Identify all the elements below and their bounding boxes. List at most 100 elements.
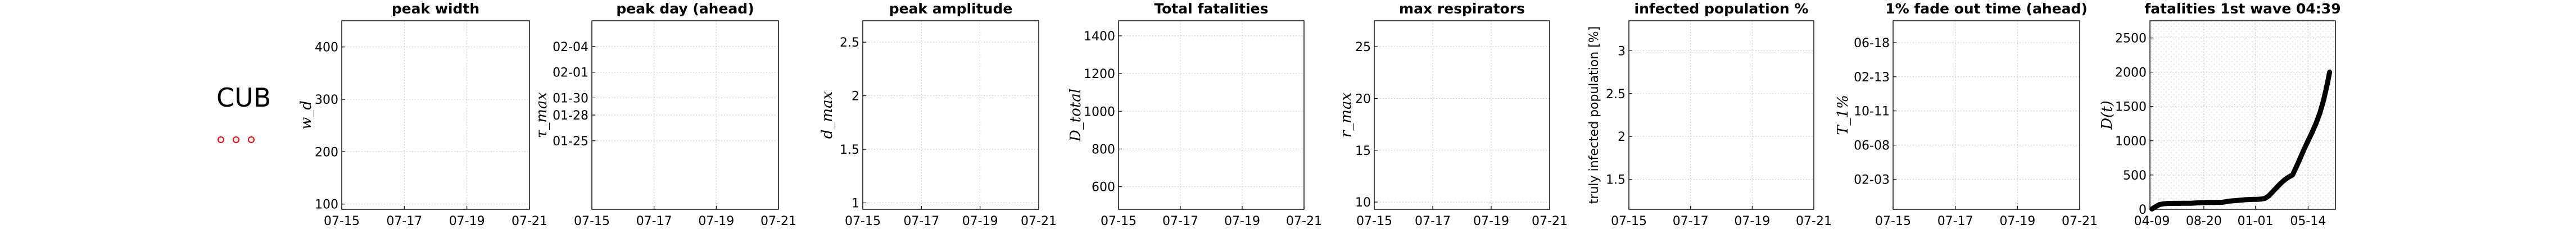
x-tick-label: 05-14: [2290, 214, 2326, 228]
country-marker-3: [248, 136, 255, 143]
panel-title: peak day (ahead): [616, 1, 754, 17]
y-axis-label: d_max: [819, 91, 836, 139]
y-axis-label: w_d: [298, 100, 315, 130]
x-tick-label: 07-15: [845, 214, 881, 228]
x-tick-label: 07-21: [2062, 214, 2098, 228]
x-tick-label: 08-20: [2186, 214, 2222, 228]
x-tick-label: 07-19: [1999, 214, 2035, 228]
country-marker-2: [233, 136, 239, 143]
x-tick-label: 07-19: [1473, 214, 1509, 228]
y-tick-label: 1.5: [1606, 173, 1626, 187]
x-tick-label: 07-15: [1875, 214, 1911, 228]
y-tick-label: 300: [315, 93, 338, 107]
x-tick-label: 07-15: [574, 214, 610, 228]
country-code: CUB: [216, 82, 271, 113]
y-tick-label: 01-25: [553, 135, 588, 149]
y-tick-label: 0: [2139, 203, 2147, 217]
x-tick-label: 07-17: [1937, 214, 1973, 228]
plot-frame: [1893, 20, 2080, 210]
x-tick-label: 07-19: [449, 214, 485, 228]
y-tick-label: 2.5: [1606, 88, 1626, 102]
panel-title: infected population %: [1635, 1, 1809, 17]
chart-panel-5: 10 15 20 25 07-15 07-17 07-19 07-21 max respirat…: [1338, 1, 1568, 228]
panel-title: Total fatalities: [1154, 1, 1268, 17]
chart-panel-8: 0 500 1000 1500 2000 2500 04-09 08-20 01-01 05-14…: [2099, 1, 2341, 228]
y-tick-label: 100: [315, 198, 338, 212]
country-markers: [218, 136, 255, 143]
x-tick-label: 07-21: [1532, 214, 1568, 228]
x-tick-label: 07-15: [1356, 214, 1392, 228]
y-tick-label: 15: [1355, 144, 1371, 158]
y-tick-label: 1.5: [840, 143, 859, 157]
y-axis-label: D(t): [2099, 100, 2116, 130]
chart-panel-3: 1 1.5 2 2.5 07-15 07-17 07-19 07-21 peak amplitu…: [819, 1, 1057, 228]
chart-panel-6: 1.5 2 2.5 3 07-15 07-17 07-19 07-21 infected pop…: [1587, 1, 1832, 228]
y-tick-label: 2500: [2115, 32, 2147, 46]
y-tick-label: 25: [1355, 40, 1371, 54]
y-tick-label: 10: [1355, 196, 1371, 210]
y-axis-label: T_1%: [1835, 95, 1851, 135]
chart-panel-7: 02-03 06-08 10-11 02-13 06-18 07-15 07-17 07-19…: [1835, 1, 2098, 228]
x-tick-label: 04-09: [2134, 214, 2170, 228]
x-tick-label: 07-21: [511, 214, 547, 228]
x-tick-label: 07-17: [1673, 214, 1709, 228]
panel-title: max respirators: [1399, 1, 1525, 17]
country-marker-1: [218, 136, 224, 143]
x-tick-label: 07-19: [962, 214, 998, 228]
y-tick-label: 2: [852, 90, 859, 104]
x-tick-label: 07-19: [698, 214, 734, 228]
y-tick-label: 01-28: [553, 109, 588, 123]
y-tick-label: 06-18: [1854, 36, 1890, 51]
y-tick-label: 20: [1355, 92, 1371, 106]
y-tick-label: 01-30: [553, 91, 588, 105]
x-tick-label: 07-17: [386, 214, 422, 228]
y-tick-label: 1400: [1084, 30, 1115, 44]
x-tick-label: 01-01: [2238, 214, 2274, 228]
panel-title: peak amplitude: [889, 1, 1013, 17]
x-tick-label: 07-17: [1415, 214, 1451, 228]
y-tick-label: 1000: [1084, 105, 1115, 119]
y-tick-label: 3: [1618, 44, 1626, 58]
x-tick-label: 07-17: [903, 214, 939, 228]
y-axis-label: τ_max: [533, 92, 550, 139]
x-tick-label: 07-19: [1734, 214, 1770, 228]
country-block: CUB: [216, 82, 271, 143]
y-tick-label: 02-01: [553, 66, 588, 80]
y-tick-label: 1: [852, 197, 859, 211]
x-tick-label: 07-17: [636, 214, 672, 228]
y-tick-label: 600: [1092, 181, 1115, 195]
y-tick-label: 400: [315, 41, 338, 55]
y-tick-label: 2: [1618, 130, 1626, 144]
y-tick-label: 10-11: [1854, 105, 1890, 119]
y-axis-label: D_total: [1067, 89, 1084, 142]
y-tick-label: 1500: [2115, 100, 2147, 114]
series-line-1: [2149, 70, 2333, 212]
plot-frame: [2149, 20, 2336, 210]
chart-panel-2: 01-25 01-28 01-30 02-01 02-04 07-15 07-17 07-19…: [533, 1, 796, 228]
y-tick-label: 200: [315, 145, 338, 159]
y-axis-label: truly infected population [%]: [1587, 26, 1601, 204]
x-tick-label: 07-17: [1162, 214, 1198, 228]
y-tick-label: 500: [2123, 169, 2147, 183]
y-tick-label: 02-13: [1854, 71, 1890, 85]
x-tick-label: 07-21: [1021, 214, 1057, 228]
y-tick-label: 2000: [2115, 66, 2147, 80]
y-tick-label: 02-04: [553, 40, 588, 54]
chart-panel-4: 600 800 1000 1200 1400 07-15 07-17 07-19 07-21 To…: [1067, 1, 1322, 228]
x-tick-label: 07-15: [324, 214, 360, 228]
y-tick-label: 02-03: [1854, 173, 1890, 187]
x-tick-label: 07-19: [1224, 214, 1260, 228]
y-tick-label: 800: [1092, 143, 1115, 157]
x-tick-label: 07-21: [760, 214, 796, 228]
panel-title: peak width: [392, 1, 479, 17]
x-tick-label: 07-15: [1611, 214, 1647, 228]
panel-title: 1% fade out time (ahead): [1885, 1, 2088, 17]
plot-frame: [1374, 20, 1550, 210]
x-tick-label: 07-15: [1101, 214, 1137, 228]
x-tick-label: 07-21: [1796, 214, 1832, 228]
plot-frame: [341, 20, 530, 210]
y-tick-label: 2.5: [840, 36, 859, 50]
plot-frame: [1628, 20, 1814, 210]
plot-frame: [1118, 20, 1305, 210]
